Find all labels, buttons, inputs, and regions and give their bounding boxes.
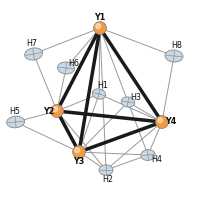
- Circle shape: [156, 116, 168, 128]
- Ellipse shape: [58, 62, 74, 74]
- Ellipse shape: [165, 50, 183, 62]
- Text: Y2: Y2: [43, 106, 54, 116]
- Text: H8: H8: [172, 41, 182, 50]
- Circle shape: [51, 105, 63, 117]
- Ellipse shape: [141, 150, 155, 160]
- Circle shape: [94, 22, 106, 34]
- Text: H2: H2: [102, 175, 114, 184]
- Ellipse shape: [121, 97, 135, 107]
- Circle shape: [73, 146, 85, 158]
- Text: H4: H4: [151, 156, 162, 164]
- Circle shape: [158, 118, 163, 123]
- Ellipse shape: [92, 89, 106, 99]
- Circle shape: [96, 24, 101, 29]
- Text: Y1: Y1: [94, 14, 106, 22]
- Ellipse shape: [7, 116, 25, 128]
- Circle shape: [53, 107, 58, 112]
- Circle shape: [75, 148, 80, 153]
- Text: Y4: Y4: [166, 117, 177, 127]
- Text: H1: H1: [98, 81, 108, 90]
- Ellipse shape: [99, 165, 113, 175]
- Text: Y3: Y3: [73, 157, 85, 166]
- Text: H5: H5: [10, 107, 21, 116]
- Text: H6: H6: [68, 58, 79, 68]
- Text: H7: H7: [26, 39, 37, 48]
- Text: H3: H3: [131, 92, 141, 102]
- Ellipse shape: [25, 48, 43, 60]
